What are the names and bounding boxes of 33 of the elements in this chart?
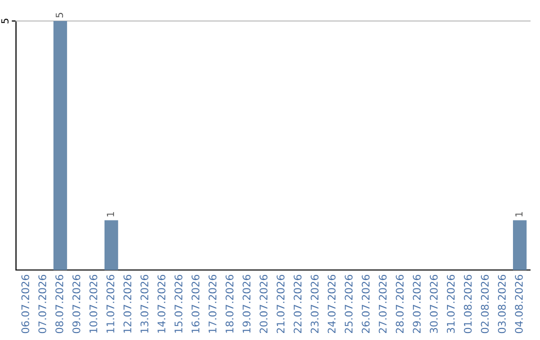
x-tick-label: 30.07.2026 <box>430 274 438 334</box>
x-tick-label: 15.07.2026 <box>174 274 182 333</box>
x-tick-label: 31.07.2026 <box>446 274 455 334</box>
x-tick-label: 08.07.2026 <box>55 274 64 334</box>
x-tick-label: 29.07.2026 <box>412 274 421 334</box>
x-tick-label: 02.08.2026 <box>480 274 489 334</box>
x-tick-label: 28.07.2026 <box>396 274 404 334</box>
x-tick-label: 18.07.2026 <box>226 274 234 333</box>
x-tick-label: 07.07.2026 <box>38 274 46 334</box>
x-tick-label: 10.07.2026 <box>89 274 98 333</box>
x-tick-label: 25.07.2026 <box>344 274 353 334</box>
x-tick-label: 16.07.2026 <box>192 274 200 333</box>
x-tick-label: 06.07.2026 <box>21 274 30 334</box>
x-tick-label: 11.07.2026 <box>106 274 114 333</box>
x-tick-label: 13.07.2026 <box>140 274 148 333</box>
x-tick-label: 09.07.2026 <box>72 274 80 334</box>
x-tick-label: 24.07.2026 <box>328 274 336 334</box>
data-label: 1 <box>515 212 522 216</box>
x-tick-label: 20.07.2026 <box>260 274 268 334</box>
data-label: 1 <box>106 212 114 216</box>
x-tick-label: 26.07.2026 <box>362 274 370 334</box>
x-tick-label: 21.07.2026 <box>276 274 285 334</box>
x-tick-label: 04.08.2026 <box>514 274 523 334</box>
x-tick-label: 23.07.2026 <box>310 274 319 334</box>
x-tick-label: 14.07.2026 <box>158 274 166 333</box>
x-tick-label: 19.07.2026 <box>242 274 250 333</box>
x-tick-label: 12.07.2026 <box>123 274 132 333</box>
data-label: 5 <box>56 12 64 18</box>
x-tick-label: 03.08.2026 <box>498 274 506 334</box>
x-tick-label: 01.08.2026 <box>464 274 472 334</box>
x-tick-label: 17.07.2026 <box>208 274 216 333</box>
x-tick-label: 22.07.2026 <box>294 274 302 334</box>
x-tick-label: 27.07.2026 <box>378 274 387 334</box>
